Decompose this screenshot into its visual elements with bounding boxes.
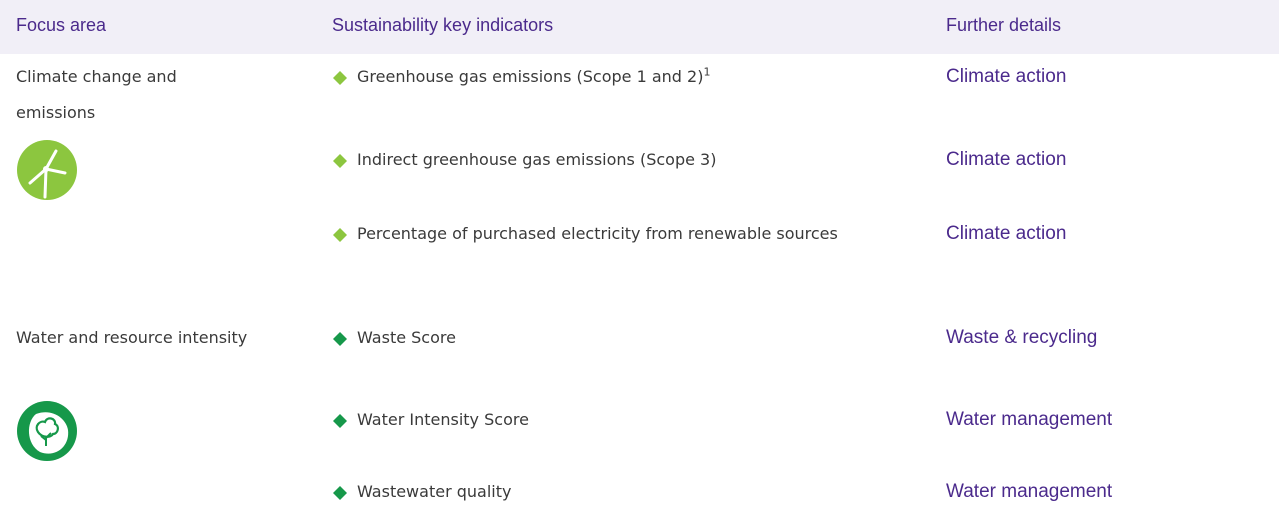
- focus-area: Water and resource intensity: [16, 328, 248, 347]
- focus-area: Climate change and emissions: [16, 67, 177, 122]
- header-cell: Focus area: [16, 15, 107, 35]
- details-link[interactable]: Climate action: [946, 149, 1067, 170]
- indicator-text: Greenhouse gas emissions (Scope 1 and 2): [357, 67, 704, 86]
- footnote: 1: [703, 65, 711, 79]
- details-link[interactable]: Water management: [946, 481, 1113, 502]
- details-link[interactable]: Climate action: [946, 66, 1067, 87]
- bullet: [333, 153, 347, 168]
- focus-icon: [16, 400, 78, 462]
- bullet: [333, 485, 347, 500]
- indicator: Indirect greenhouse gas emissions (Scope…: [357, 142, 917, 178]
- indicator-text: Wastewater quality: [357, 482, 512, 501]
- indicator: Greenhouse gas emissions (Scope 1 and 2)…: [357, 59, 917, 95]
- header-cell: Sustainability key indicators: [332, 15, 554, 35]
- header-cell: Further details: [946, 15, 1062, 35]
- indicator-text: Waste Score: [357, 328, 456, 347]
- details-link[interactable]: Climate action: [946, 223, 1067, 244]
- indicator: Percentage of purchased electricity from…: [357, 216, 917, 252]
- indicator-text: Percentage of purchased electricity from…: [357, 224, 838, 243]
- indicator: Waste Score: [357, 320, 917, 356]
- indicator-text: Water Intensity Score: [357, 410, 529, 429]
- header-row: Focus area Sustainability key indicators…: [0, 0, 1279, 54]
- details-link[interactable]: Water management: [946, 409, 1113, 430]
- indicator: Water Intensity Score: [357, 402, 917, 438]
- indicator: Wastewater quality: [357, 474, 917, 510]
- indicator-text: Indirect greenhouse gas emissions (Scope…: [357, 150, 717, 169]
- focus-icon: [16, 139, 78, 201]
- details-link[interactable]: Waste & recycling: [946, 327, 1098, 348]
- bullet: [333, 331, 347, 346]
- bullet: [333, 227, 347, 242]
- bullet: [333, 413, 347, 428]
- bullet: [333, 70, 347, 85]
